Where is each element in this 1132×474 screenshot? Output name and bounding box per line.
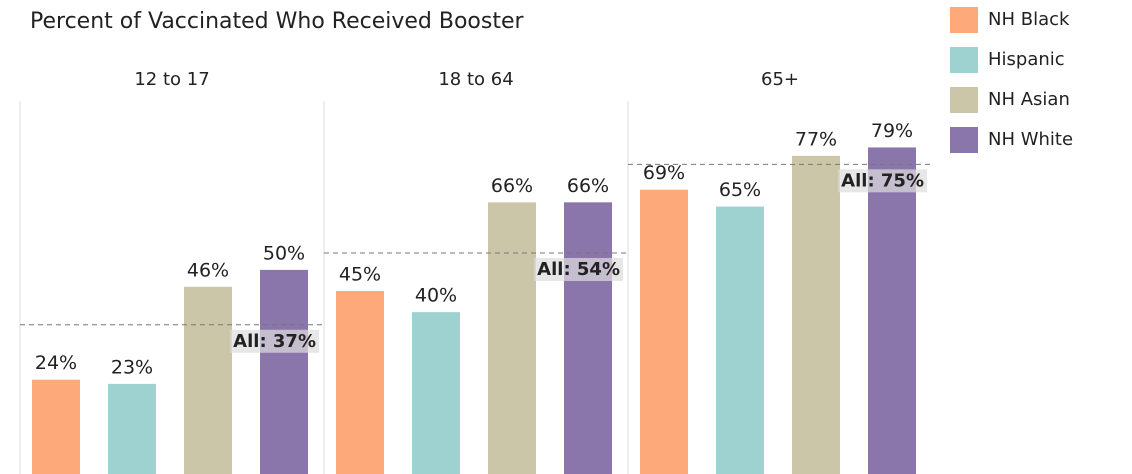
legend-label: NH Asian xyxy=(988,89,1070,110)
value-label: 45% xyxy=(339,264,381,286)
chart-title: Percent of Vaccinated Who Received Boost… xyxy=(30,9,525,34)
bar xyxy=(488,202,536,474)
value-label: 66% xyxy=(567,175,609,197)
reference-label: All: 75% xyxy=(841,170,924,191)
value-label: 50% xyxy=(263,242,305,264)
bar xyxy=(640,189,688,474)
reference-label-bg xyxy=(230,329,319,353)
panel-label: 12 to 17 xyxy=(134,69,209,90)
value-label: 46% xyxy=(187,259,229,281)
panel-label: 18 to 64 xyxy=(438,69,513,90)
value-label: 24% xyxy=(35,352,77,374)
legend-label: Hispanic xyxy=(988,49,1065,70)
legend-label: NH White xyxy=(988,129,1073,150)
value-label: 77% xyxy=(795,128,837,150)
bar xyxy=(184,286,232,474)
bar xyxy=(564,202,612,474)
value-label: 79% xyxy=(871,120,913,142)
legend-swatch xyxy=(950,127,978,153)
legend-swatch xyxy=(950,87,978,113)
bar xyxy=(412,312,460,474)
bar xyxy=(336,291,384,474)
legend-label: NH Black xyxy=(988,9,1070,30)
bar xyxy=(792,155,840,474)
bar xyxy=(716,206,764,474)
bar xyxy=(868,147,916,474)
value-label: 69% xyxy=(643,162,685,184)
bar xyxy=(108,383,156,474)
bar xyxy=(32,379,80,474)
legend-swatch xyxy=(950,47,978,73)
reference-label: All: 54% xyxy=(537,259,620,280)
reference-label-bg xyxy=(838,169,927,193)
reference-label: All: 37% xyxy=(233,331,316,352)
value-label: 40% xyxy=(415,285,457,307)
bar xyxy=(260,269,308,474)
reference-label-bg xyxy=(534,258,623,281)
panel-label: 65+ xyxy=(761,69,799,90)
value-label: 65% xyxy=(719,179,761,201)
value-label: 66% xyxy=(491,175,533,197)
value-label: 23% xyxy=(111,356,153,378)
legend-swatch xyxy=(950,7,978,33)
